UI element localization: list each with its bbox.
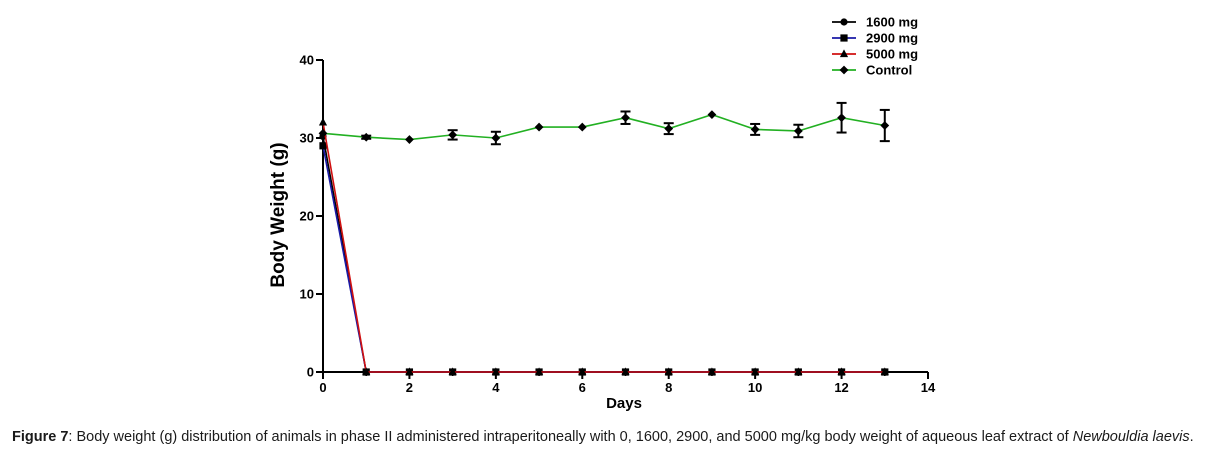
- x-tick-label: 0: [319, 380, 326, 395]
- y-tick-label: 20: [300, 209, 314, 224]
- legend-entry-control: Control: [832, 63, 912, 78]
- caption-figure-number: Figure 7: [12, 429, 69, 445]
- data-point: [405, 367, 414, 376]
- chart-plot-area: [318, 101, 890, 376]
- data-point: [750, 125, 760, 134]
- y-axis-label: Body Weight (g): [268, 142, 289, 287]
- legend-entry-2900-mg: 2900 mg: [832, 31, 918, 46]
- x-axis-label: Days: [606, 395, 642, 412]
- legend-label: 5000 mg: [866, 47, 918, 62]
- legend-label: 1600 mg: [866, 15, 918, 30]
- data-point: [448, 367, 457, 376]
- y-tick-label: 10: [300, 287, 314, 302]
- data-point: [621, 367, 630, 376]
- series-line-control: [322, 113, 885, 141]
- data-point: [577, 122, 587, 132]
- data-point: [880, 367, 889, 376]
- legend-marker: [839, 49, 849, 58]
- data-point: [491, 133, 501, 143]
- y-tick-label: 0: [307, 365, 314, 380]
- data-point: [707, 110, 717, 119]
- data-point: [534, 367, 544, 376]
- data-point: [361, 132, 371, 142]
- data-point: [491, 367, 500, 376]
- caption-text: : Body weight (g) distribution of animal…: [68, 429, 1073, 445]
- data-point: [362, 367, 371, 376]
- y-tick-label: 30: [300, 131, 314, 146]
- data-point: [837, 367, 846, 376]
- series-5000-mg: [318, 117, 889, 376]
- series-line-1600-mg: [322, 136, 885, 373]
- data-point: [794, 367, 803, 376]
- x-tick-label: 4: [492, 380, 500, 395]
- data-point: [621, 113, 630, 123]
- x-tick-label: 6: [579, 380, 586, 395]
- series-line-2900-mg: [322, 145, 885, 373]
- legend-entry-1600-mg: 1600 mg: [832, 15, 918, 30]
- legend-marker: [840, 34, 848, 42]
- series-2900-mg: [319, 142, 889, 376]
- data-point: [880, 121, 890, 130]
- figure-caption: Figure 7: Body weight (g) distribution o…: [12, 428, 1222, 447]
- data-point: [664, 367, 673, 376]
- series-line-5000-mg: [322, 122, 885, 373]
- legend-marker: [839, 65, 849, 75]
- legend-marker: [840, 18, 848, 26]
- data-point: [534, 122, 544, 132]
- legend-entry-5000-mg: 5000 mg: [832, 47, 918, 62]
- caption-end: .: [1189, 429, 1194, 445]
- x-tick-label: 8: [665, 380, 672, 395]
- x-tick-label: 10: [748, 380, 762, 395]
- data-point: [664, 124, 674, 134]
- data-point: [578, 367, 587, 376]
- data-point: [318, 128, 328, 138]
- data-point: [707, 367, 717, 376]
- series-1600-mg: [319, 132, 889, 376]
- data-point: [405, 135, 414, 144]
- data-point: [448, 130, 458, 140]
- legend-label: Control: [866, 63, 912, 78]
- caption-species-name: Newbouldia laevis: [1072, 429, 1190, 445]
- x-tick-label: 2: [406, 380, 413, 395]
- data-point: [318, 117, 328, 126]
- x-tick-label: 14: [921, 380, 936, 395]
- series-control: [318, 101, 890, 146]
- legend-label: 2900 mg: [866, 31, 918, 46]
- x-tick-label: 12: [834, 380, 848, 395]
- data-point: [751, 367, 760, 376]
- data-point: [319, 142, 327, 150]
- y-tick-label: 40: [300, 53, 314, 68]
- data-point: [793, 126, 803, 136]
- data-point: [837, 113, 846, 123]
